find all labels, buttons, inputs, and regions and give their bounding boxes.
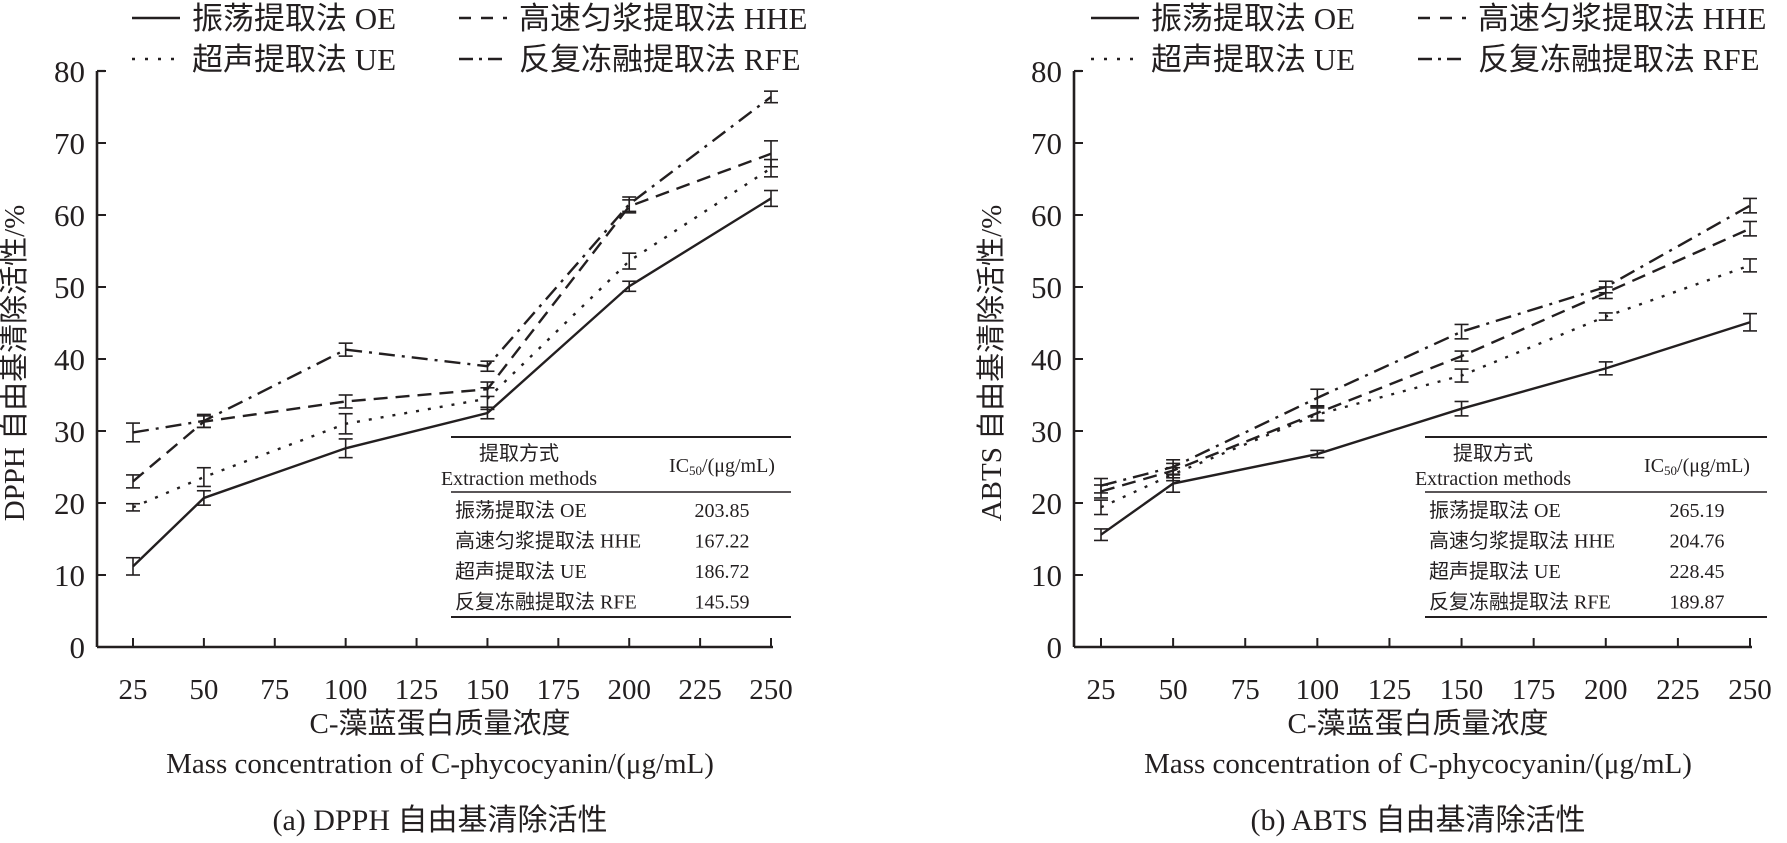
ic-unit: /(μg/mL) <box>1677 455 1750 477</box>
y-axis-label: ABTS 自由基清除活性/% <box>975 205 1008 522</box>
table-cell-method: 超声提取法 UE <box>455 560 587 583</box>
series-line-dashed <box>132 152 772 483</box>
table-cell-method: 反复冻融提取法 RFE <box>1429 591 1611 614</box>
table-header-ic50: IC50/(μg/mL) <box>1644 455 1750 478</box>
figure-caption: (b) ABTS 自由基清除活性 <box>1250 804 1585 837</box>
x-tick-label: 175 <box>1512 674 1556 706</box>
y-tick-label: 70 <box>54 126 85 161</box>
y-tick-label: 0 <box>70 630 86 665</box>
y-tick-label: 50 <box>1031 270 1062 305</box>
x-tick-label: 125 <box>1368 674 1412 706</box>
y-tick-label: 60 <box>54 198 85 233</box>
table-cell-ic50: 204.76 <box>1670 531 1725 553</box>
series-line-solid <box>132 197 772 568</box>
y-axis-label: DPPH 自由基清除活性/% <box>0 205 31 522</box>
chart-panel-a: 0 10 20 30 40 50 60 70 80 25 50 75 100 125 150 175 200 22… <box>0 1 807 837</box>
x-tick-label: 175 <box>537 674 581 706</box>
x-tick-label: 25 <box>1087 674 1116 706</box>
y-tick-label: 60 <box>1031 198 1062 233</box>
table-cell-ic50: 186.72 <box>695 561 750 583</box>
ic-label: IC <box>1644 455 1664 477</box>
x-tick-label: 75 <box>260 674 289 706</box>
y-tick-label: 70 <box>1031 126 1062 161</box>
x-tick-label: 50 <box>1159 674 1188 706</box>
x-tick-label: 150 <box>1440 674 1484 706</box>
table-cell-method: 反复冻融提取法 RFE <box>455 591 637 614</box>
series-line-dotted <box>1100 264 1751 509</box>
table-cell-ic50: 203.85 <box>695 500 750 522</box>
legend-label: 振荡提取法 OE <box>1151 1 1355 36</box>
legend-label: 振荡提取法 OE <box>192 1 396 36</box>
y-tick-label: 20 <box>1031 486 1062 521</box>
series-line-dashdot <box>1100 204 1751 487</box>
x-tick-label: 100 <box>1296 674 1340 706</box>
x-tick-label: 150 <box>466 674 510 706</box>
x-axis-label-cn: C-藻蓝蛋白质量浓度 <box>1287 707 1548 740</box>
x-axis-label-en: Mass concentration of C-phycocyanin/(μg/… <box>1144 748 1692 780</box>
x-tick-label: 75 <box>1231 674 1260 706</box>
y-tick-label: 40 <box>54 342 85 377</box>
x-axis-label-en: Mass concentration of C-phycocyanin/(μg/… <box>166 748 714 780</box>
y-tick-label: 0 <box>1047 630 1063 665</box>
y-tick-label: 30 <box>54 414 85 449</box>
x-tick-label: 125 <box>395 674 439 706</box>
figure-caption: (a) DPPH 自由基清除活性 <box>273 804 608 837</box>
legend-label: 反复冻融提取法 RFE <box>1478 42 1760 77</box>
legend-label: 高速匀浆提取法 HHE <box>1478 1 1766 36</box>
x-tick-label: 250 <box>749 674 793 706</box>
x-tick-label: 225 <box>678 674 722 706</box>
table-header-method-en: Extraction methods <box>441 468 597 490</box>
table-cell-method: 高速匀浆提取法 HHE <box>1429 530 1615 553</box>
series-line-dotted <box>132 167 772 509</box>
y-tick-label: 10 <box>1031 558 1062 593</box>
series-line-solid <box>1100 321 1751 536</box>
x-tick-label: 200 <box>607 674 651 706</box>
x-tick-label: 100 <box>324 674 368 706</box>
chart-panel-b: 0 10 20 30 40 50 60 70 80 25 50 75 100 125 150 175 200 22… <box>975 1 1772 837</box>
y-tick-label: 10 <box>54 558 85 593</box>
table-header-ic50: IC50/(μg/mL) <box>669 455 775 478</box>
x-tick-label: 25 <box>119 674 148 706</box>
table-header-method-cn: 提取方式 <box>479 442 559 465</box>
series-line-dashdot <box>132 95 772 434</box>
x-tick-label: 250 <box>1728 674 1772 706</box>
table-cell-ic50: 167.22 <box>695 531 750 553</box>
legend-label: 超声提取法 UE <box>192 42 396 77</box>
ic-subscript: 50 <box>1664 463 1677 478</box>
table-cell-ic50: 265.19 <box>1670 500 1725 522</box>
table-cell-ic50: 145.59 <box>695 592 750 614</box>
y-tick-label: 50 <box>54 270 85 305</box>
ic-label: IC <box>669 455 689 477</box>
x-tick-label: 225 <box>1656 674 1700 706</box>
table-cell-method: 高速匀浆提取法 HHE <box>455 530 641 553</box>
y-tick-label: 20 <box>54 486 85 521</box>
y-tick-label: 80 <box>54 54 85 89</box>
legend-label: 超声提取法 UE <box>1151 42 1355 77</box>
series-line-dashed <box>1100 227 1751 493</box>
x-tick-label: 50 <box>189 674 218 706</box>
ic-subscript: 50 <box>689 463 702 478</box>
table-header-method-cn: 提取方式 <box>1453 442 1533 465</box>
table-cell-ic50: 228.45 <box>1670 561 1725 583</box>
table-cell-method: 超声提取法 UE <box>1429 560 1561 583</box>
y-tick-label: 30 <box>1031 414 1062 449</box>
table-cell-method: 振荡提取法 OE <box>1429 499 1561 522</box>
x-tick-label: 200 <box>1584 674 1628 706</box>
table-header-method-en: Extraction methods <box>1415 468 1571 490</box>
x-axis-label-cn: C-藻蓝蛋白质量浓度 <box>309 707 570 740</box>
ic-unit: /(μg/mL) <box>702 455 775 477</box>
y-tick-label: 80 <box>1031 54 1062 89</box>
table-cell-method: 振荡提取法 OE <box>455 499 587 522</box>
legend-label: 高速匀浆提取法 HHE <box>519 1 807 36</box>
table-cell-ic50: 189.87 <box>1670 592 1725 614</box>
legend-label: 反复冻融提取法 RFE <box>519 42 801 77</box>
y-tick-label: 40 <box>1031 342 1062 377</box>
